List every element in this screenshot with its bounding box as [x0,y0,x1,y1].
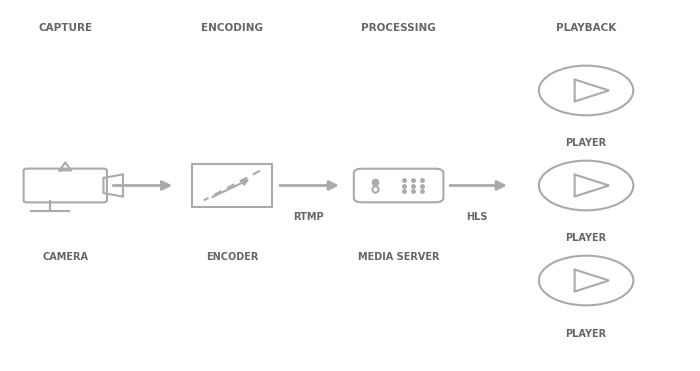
Text: HLS: HLS [466,211,488,221]
Text: RTMP: RTMP [293,211,323,221]
Text: PLAYER: PLAYER [566,138,607,148]
Bar [192,164,272,207]
Text: CAMERA: CAMERA [42,252,88,262]
Text: CAPTURE: CAPTURE [38,23,92,33]
Text: PLAYER: PLAYER [566,328,607,338]
Text: ENCODER: ENCODER [206,252,258,262]
Text: PROCESSING: PROCESSING [361,23,436,33]
Text: ENCODING: ENCODING [201,23,263,33]
Text: PLAYBACK: PLAYBACK [556,23,616,33]
Text: MEDIA SERVER: MEDIA SERVER [358,252,440,262]
Text: PLAYER: PLAYER [566,233,607,243]
